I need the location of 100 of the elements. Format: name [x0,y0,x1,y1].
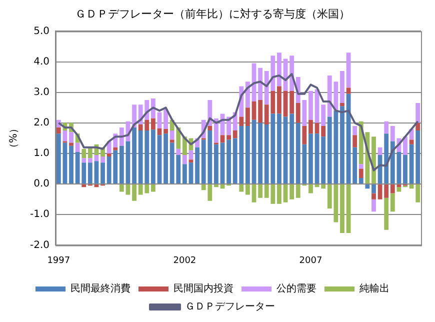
bar [372,199,376,212]
bar [258,68,263,100]
bar [69,146,74,184]
bar [372,136,376,184]
bar [226,140,232,184]
y-axis-title: （%） [8,123,20,153]
bar [88,147,92,158]
x-tick-label: 1997 [47,256,70,266]
bar [182,155,187,164]
bar [277,114,282,184]
bar [290,184,294,200]
bar [208,126,212,131]
legend-label: 民間国内投資 [174,282,234,295]
bar [94,161,99,184]
bar [239,184,244,192]
bar [164,129,168,134]
bar [378,184,382,200]
bar [119,146,124,184]
bar [214,144,218,184]
legend-label: 民間最終消費 [70,282,130,295]
bar [258,122,263,184]
bar [416,103,420,123]
bar [252,184,256,202]
bar [62,142,68,184]
bar [100,156,105,163]
bar [69,132,74,143]
bar [358,168,364,178]
bar [308,90,313,120]
bar [126,141,130,184]
bar [346,184,351,233]
bar [283,116,288,184]
bar [100,162,105,184]
bar [296,103,300,123]
bar [384,134,389,184]
y-tick-label: -1.0 [30,209,50,220]
bar [290,114,294,184]
bar [252,120,256,184]
bar [62,130,68,142]
bar [416,122,420,131]
bar [321,184,326,189]
bar [226,135,232,140]
bar [88,162,92,184]
bar [82,184,86,188]
bar [164,134,168,184]
bar [239,116,244,126]
bar [340,106,344,184]
bar [340,103,344,106]
bar [352,135,358,148]
bar [150,130,156,184]
y-tick-label: 0.0 [34,178,50,190]
bar [384,121,389,134]
bar [82,148,86,158]
y-tick-label: 2.0 [34,118,50,129]
x-tick-label: 2002 [173,256,196,266]
bar [150,118,156,130]
bar [176,148,181,156]
bar [220,135,225,143]
bar [113,147,118,150]
bar [258,100,263,123]
bar [232,130,238,138]
bar [170,130,174,140]
bar [246,184,250,195]
bar [195,147,200,184]
bar [75,142,80,152]
bar [302,126,307,144]
bar [150,184,156,192]
bar [340,184,344,233]
bar [69,142,74,146]
bar [352,126,358,136]
bar [290,90,294,114]
bar [258,184,263,198]
bar [384,184,389,198]
bar [283,184,288,202]
bar [182,164,187,184]
bar [403,136,408,156]
bar [252,102,256,120]
y-tick-label: 4.0 [34,56,50,68]
legend-label: ＧＤＰデフレーター [185,302,275,313]
bar [56,134,61,184]
bar [164,109,168,130]
bar [308,134,313,184]
bar [106,153,112,157]
chart-title: ＧＤＰデフレーター（前年比）に対する寄与度（米国） [75,7,350,20]
y-tick-label: 5.0 [34,26,50,37]
legend-label: 公的需要 [276,282,316,295]
bar [321,104,326,126]
bar [88,158,92,163]
bar [277,86,282,114]
bar [214,118,218,143]
bar [283,90,288,117]
bar [132,128,136,184]
bar [277,52,282,86]
bar [358,178,364,184]
bar [157,112,162,128]
bar [246,108,250,126]
bar [340,70,344,104]
bar [314,134,320,184]
bar [246,126,250,184]
bar [384,198,389,230]
bar [372,193,376,200]
